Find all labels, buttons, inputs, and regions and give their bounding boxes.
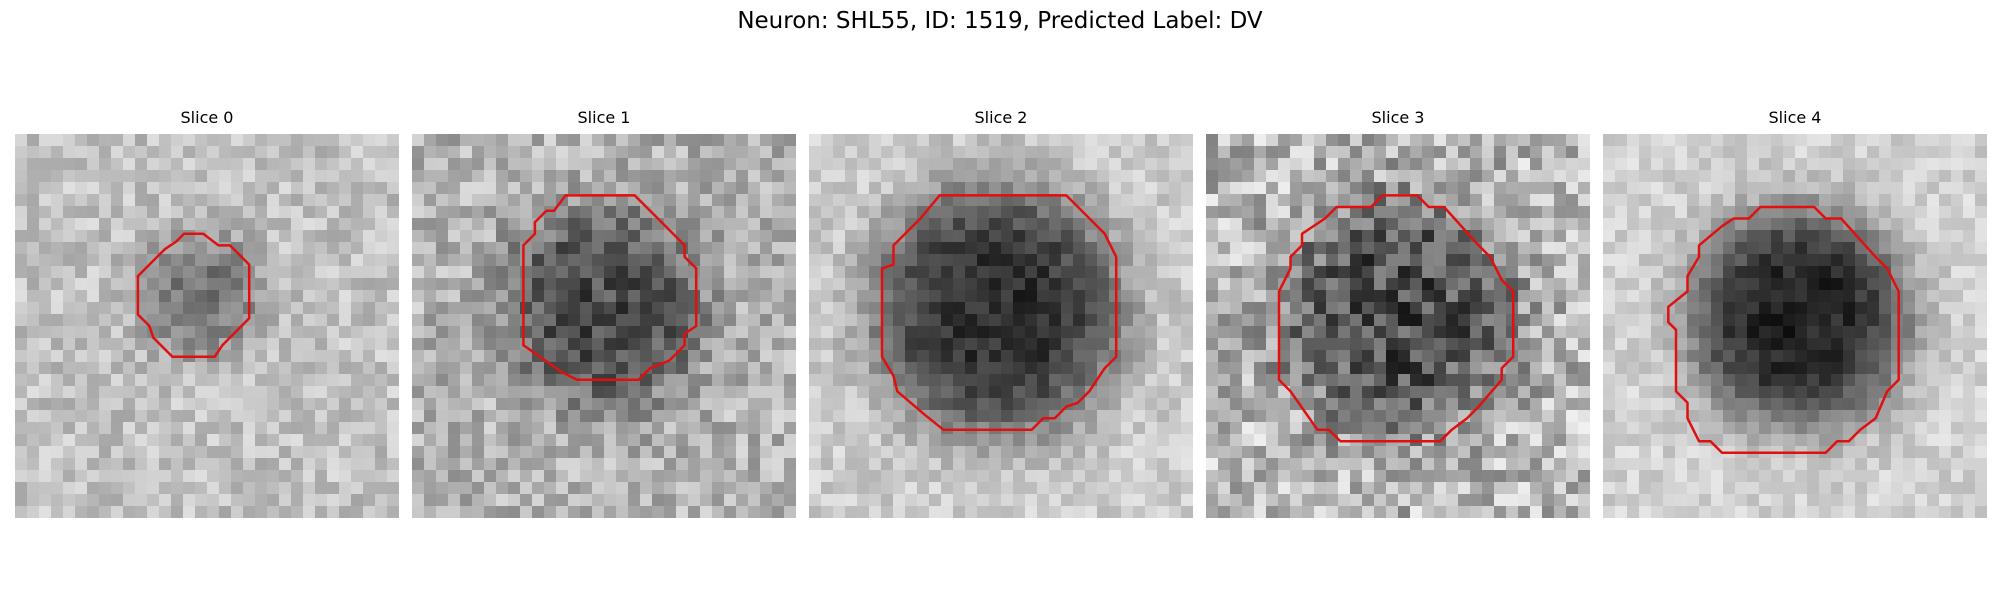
pixel-grid [1603,134,1987,518]
slice-title-3: Slice 3 [1371,108,1425,127]
slice-title-0: Slice 0 [180,108,234,127]
slice-panel-3: Slice 3 [1206,108,1590,518]
slice-image-3 [1206,134,1590,518]
roi-contour [522,194,698,382]
slice-image-4 [1603,134,1987,518]
slice-title-2: Slice 2 [974,108,1028,127]
slice-panel-1: Slice 1 [412,108,796,518]
slice-panel-2: Slice 2 [809,108,1193,518]
slice-image-0 [15,134,399,518]
pixel-grid [1206,134,1590,518]
pixel-grid [809,134,1193,518]
roi-contour [1277,194,1515,443]
slice-title-1: Slice 1 [577,108,631,127]
slice-image-2 [809,134,1193,518]
pixel-grid [15,134,399,518]
roi-contour [1667,205,1900,454]
slice-title-4: Slice 4 [1768,108,1822,127]
slice-panel-0: Slice 0 [15,108,399,518]
pixel-grid [412,134,796,518]
slice-panel-4: Slice 4 [1603,108,1987,518]
roi-contour [880,194,1118,431]
slice-image-1 [412,134,796,518]
roi-contour [136,232,251,358]
figure-title: Neuron: SHL55, ID: 1519, Predicted Label… [737,8,1263,34]
